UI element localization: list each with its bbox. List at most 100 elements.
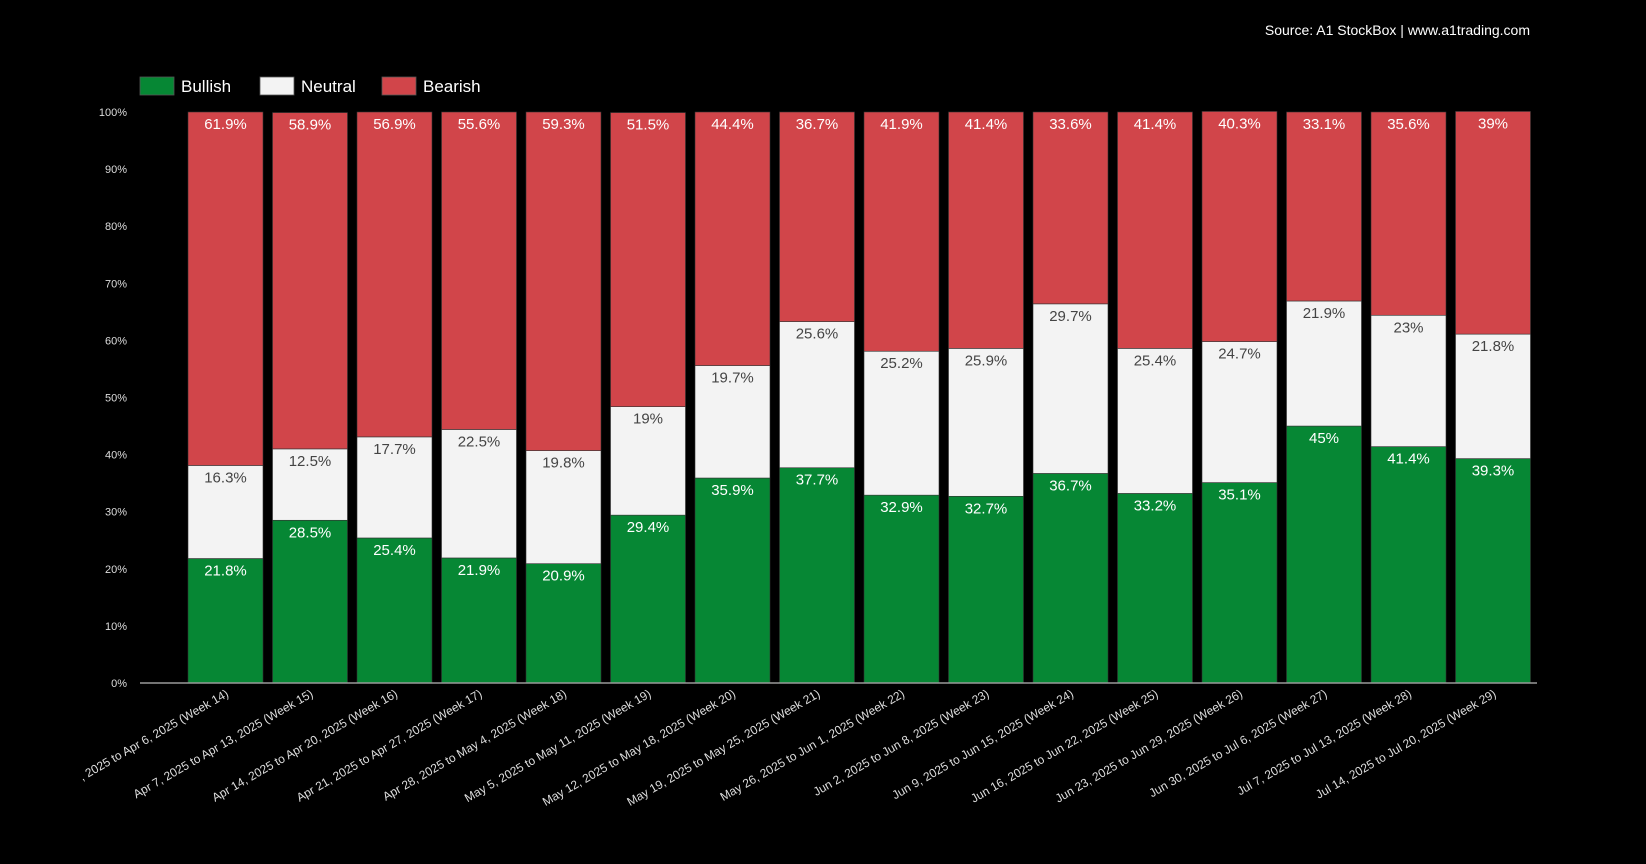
data-label-bearish: 51.5% [627, 117, 670, 134]
x-tick-label: Jun 2, 2025 to Jun 8, 2025 (Week 23) [811, 686, 992, 798]
data-label-bearish: 40.3% [1218, 115, 1261, 132]
y-tick-label: 90% [105, 164, 127, 176]
data-label-neutral: 25.9% [965, 352, 1008, 369]
bar-bearish [1286, 111, 1362, 302]
bar-bearish [1117, 111, 1193, 349]
bar-bullish [610, 514, 686, 684]
data-label-bullish: 41.4% [1387, 451, 1430, 468]
bar-bearish [441, 111, 517, 430]
y-tick-label: 20% [105, 564, 127, 576]
data-label-neutral: 24.7% [1218, 346, 1261, 363]
data-label-bearish: 41.4% [1134, 116, 1177, 133]
data-label-neutral: 16.3% [204, 469, 247, 486]
y-tick-label: 70% [105, 278, 127, 290]
data-label-bearish: 55.6% [458, 116, 501, 133]
bar-bullish [356, 537, 433, 684]
data-label-bullish: 35.1% [1218, 487, 1261, 504]
bar-bearish [694, 111, 771, 366]
bar-bullish [272, 519, 348, 684]
y-tick-label: 80% [105, 221, 127, 233]
data-label-bearish: 36.7% [796, 116, 839, 133]
data-label-bullish: 21.9% [458, 562, 501, 579]
y-tick-label: 40% [105, 450, 127, 462]
data-label-bearish: 59.3% [542, 116, 585, 133]
bar-bullish [1455, 458, 1531, 684]
data-label-bearish: 41.9% [880, 116, 923, 133]
x-tick-label: , 2025 to Apr 6, 2025 (Week 14) [77, 686, 231, 783]
legend-swatch-bearish [381, 76, 417, 96]
bar-neutral [1201, 341, 1278, 483]
data-label-neutral: 12.5% [289, 453, 332, 470]
bar-bullish [779, 467, 855, 684]
bar-bearish [525, 111, 602, 451]
x-tick-label: Jul 7, 2025 to Jul 13, 2025 (Week 28) [1234, 686, 1414, 798]
data-label-neutral: 17.7% [373, 441, 416, 458]
bar-bullish [1117, 493, 1193, 684]
bar-bearish [1455, 111, 1531, 335]
bar-bullish [948, 495, 1024, 684]
bar-neutral [1117, 348, 1193, 494]
data-label-bullish: 21.8% [204, 563, 247, 580]
bar-bullish [863, 494, 940, 684]
legend-swatch-bullish [139, 76, 175, 96]
data-label-neutral: 19.7% [711, 370, 754, 387]
data-label-bullish: 29.4% [627, 519, 670, 536]
bar-neutral [272, 448, 348, 521]
data-label-bullish: 45% [1309, 430, 1339, 447]
bar-neutral [610, 406, 686, 516]
bar-bearish [779, 111, 855, 322]
data-label-bullish: 32.7% [965, 500, 1008, 517]
bar-neutral [863, 350, 940, 496]
data-label-bullish: 28.5% [289, 524, 332, 541]
bar-neutral [779, 321, 855, 469]
data-label-neutral: 23% [1393, 319, 1423, 336]
data-label-bearish: 61.9% [204, 116, 247, 133]
data-label-bearish: 56.9% [373, 116, 416, 133]
y-tick-label: 100% [99, 107, 127, 119]
data-label-bearish: 39% [1478, 115, 1508, 132]
data-label-neutral: 25.4% [1134, 352, 1177, 369]
data-label-neutral: 25.2% [880, 355, 923, 372]
bar-neutral [948, 348, 1024, 497]
bar-neutral [1370, 314, 1447, 447]
data-label-neutral: 25.6% [796, 326, 839, 343]
y-tick-label: 0% [111, 678, 127, 690]
bar-bearish [610, 112, 686, 407]
bar-bullish [1201, 482, 1278, 684]
legend-swatch-neutral [259, 76, 295, 96]
data-label-neutral: 19.8% [542, 455, 585, 472]
bar-bullish [525, 563, 602, 684]
bar-bearish [356, 111, 433, 438]
y-tick-label: 50% [105, 393, 127, 405]
data-label-bullish: 35.9% [711, 482, 754, 499]
bar-neutral [694, 365, 771, 479]
bar-bullish [1032, 473, 1109, 684]
data-label-neutral: 21.8% [1472, 338, 1515, 355]
data-label-bullish: 36.7% [1049, 477, 1092, 494]
data-label-bullish: 20.9% [542, 568, 585, 585]
bar-bearish [1370, 111, 1447, 316]
bar-bullish [1370, 446, 1447, 684]
legend-label-bullish: Bullish [181, 77, 231, 96]
bar-neutral [187, 465, 264, 559]
data-label-bullish: 25.4% [373, 542, 416, 559]
data-label-neutral: 21.9% [1303, 305, 1346, 322]
y-tick-label: 10% [105, 621, 127, 633]
bar-bearish [272, 112, 348, 450]
source-note: Source: A1 StockBox | www.a1trading.com [1264, 22, 1530, 38]
bar-bearish [187, 111, 264, 466]
bar-neutral [1286, 300, 1362, 427]
data-label-neutral: 29.7% [1049, 308, 1092, 325]
bar-neutral [441, 429, 517, 559]
bar-bearish [1201, 111, 1278, 342]
bar-bullish [694, 477, 771, 684]
bar-bearish [1032, 111, 1109, 305]
bar-neutral [356, 436, 433, 539]
legend-label-bearish: Bearish [423, 77, 481, 96]
data-label-bullish: 37.7% [796, 472, 839, 489]
bar-neutral [1455, 333, 1531, 459]
y-tick-label: 30% [105, 507, 127, 519]
bar-bearish [948, 111, 1024, 349]
legend-label-neutral: Neutral [301, 77, 356, 96]
